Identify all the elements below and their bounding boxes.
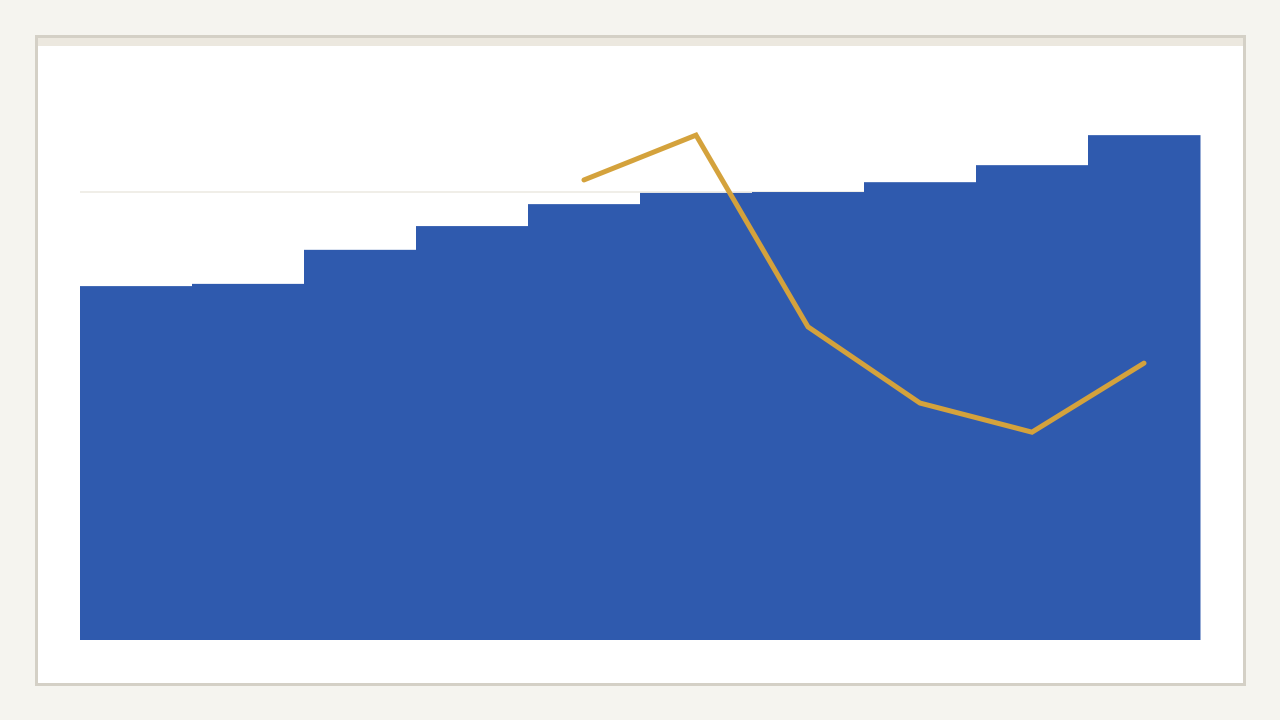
bar bbox=[640, 192, 753, 640]
bar bbox=[528, 204, 641, 640]
bar bbox=[976, 165, 1089, 640]
bar bbox=[416, 226, 529, 640]
line-series bbox=[581, 132, 1147, 435]
bar bbox=[304, 249, 417, 640]
bar bbox=[192, 283, 305, 640]
panel-header-strip bbox=[38, 38, 1243, 46]
bar bbox=[80, 286, 193, 640]
